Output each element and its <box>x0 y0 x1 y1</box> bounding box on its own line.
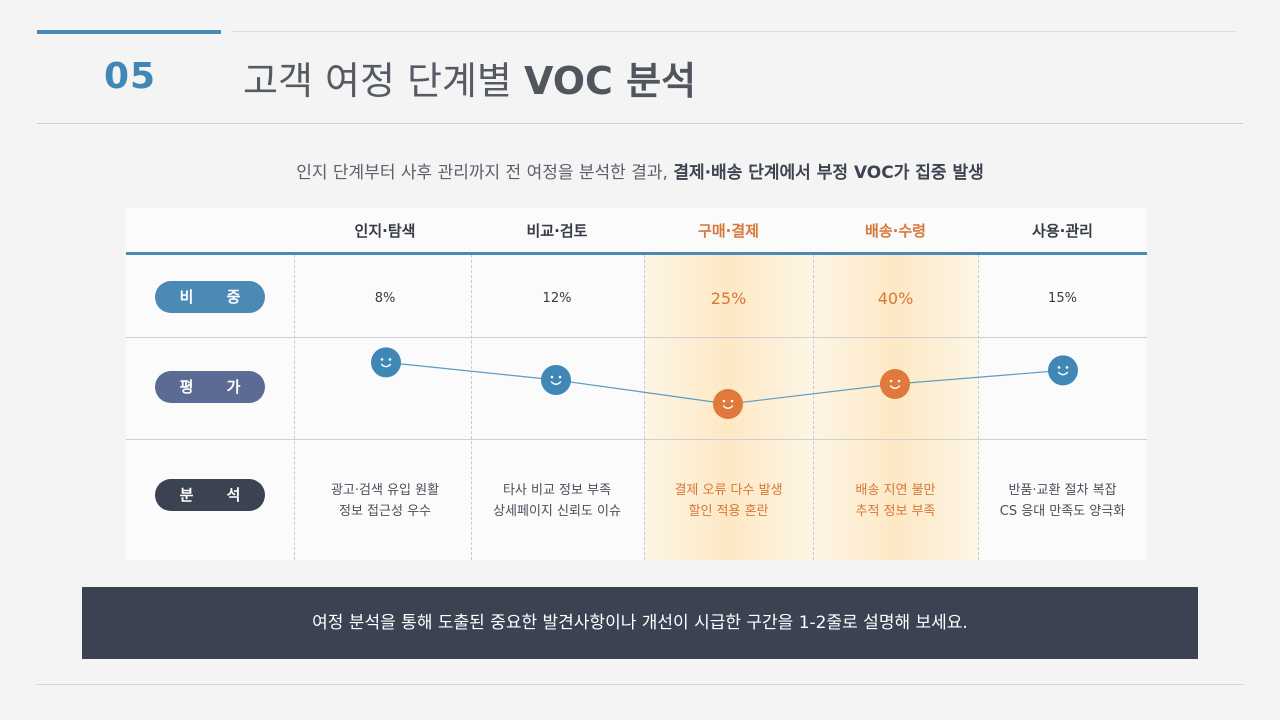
stage-header-2: 비교·검토 <box>526 222 588 240</box>
stage-header-4: 배송·수령 <box>865 222 926 240</box>
column-divider <box>644 255 645 560</box>
analysis-cell-2: 타사 비교 정보 부족 상세페이지 신뢰도 이슈 <box>471 480 643 522</box>
page-title: 고객 여정 단계별 VOC 분석 <box>243 50 696 105</box>
row-label-rating: 평 가 <box>155 371 265 403</box>
smiley-face-icon <box>1048 355 1078 386</box>
analysis-line: 배송 지연 불만 <box>855 483 936 498</box>
smiley-face-icon <box>371 347 401 378</box>
bottom-divider <box>37 684 1243 685</box>
analysis-line: 정보 접근성 우수 <box>339 504 431 519</box>
column-divider <box>813 255 814 560</box>
top-divider <box>231 31 1236 32</box>
subtitle-bold: 결제·배송 단계에서 부정 VOC가 집중 발생 <box>673 163 984 183</box>
stage-header-3: 구매·결제 <box>698 222 759 240</box>
journey-table: 인지·탐색 비교·검토 구매·결제 배송·수령 사용·관리 비 중 평 가 분 … <box>126 208 1147 560</box>
header-underline <box>126 252 1147 255</box>
smiley-face-icon <box>713 389 743 419</box>
subtitle-normal: 인지 단계부터 사후 관리까지 전 여정을 분석한 결과, <box>296 163 674 183</box>
row-divider <box>126 337 1147 338</box>
rating-trend-chart <box>371 347 1078 419</box>
smiley-face-icon <box>880 369 910 399</box>
analysis-line: 추적 정보 부족 <box>855 504 936 519</box>
stage-header-1: 인지·탐색 <box>354 222 416 240</box>
analysis-cell-3: 결제 오류 다수 발생 할인 적용 혼란 <box>644 480 813 522</box>
analysis-cell-5: 반품·교환 절차 복잡 CS 응대 만족도 양극화 <box>978 480 1147 522</box>
analysis-line: 광고·검색 유입 원활 <box>330 483 440 498</box>
title-bold: VOC 분석 <box>523 59 697 103</box>
share-value-4: 40% <box>877 289 914 308</box>
smiley-face-icon <box>541 365 571 395</box>
column-divider <box>978 255 979 560</box>
row-label-share: 비 중 <box>155 281 265 313</box>
column-divider <box>471 255 472 560</box>
row-divider <box>126 439 1147 440</box>
share-value-2: 12% <box>542 291 572 306</box>
stage-header-5: 사용·관리 <box>1032 222 1093 240</box>
share-value-1: 8% <box>374 291 396 306</box>
section-number: 05 <box>104 56 157 97</box>
analysis-line: 상세페이지 신뢰도 이슈 <box>493 504 621 519</box>
highlight-column-delivery <box>813 255 978 560</box>
analysis-line: CS 응대 만족도 양극화 <box>999 504 1126 519</box>
analysis-line: 결제 오류 다수 발생 <box>674 483 783 498</box>
row-label-analysis: 분 석 <box>155 479 265 511</box>
share-value-5: 15% <box>1048 291 1077 306</box>
top-accent-bar <box>37 30 221 34</box>
analysis-cell-4: 배송 지연 불만 추적 정보 부족 <box>813 480 978 522</box>
analysis-line: 반품·교환 절차 복잡 <box>1008 483 1117 498</box>
subtitle: 인지 단계부터 사후 관리까지 전 여정을 분석한 결과, 결제·배송 단계에서… <box>0 158 1280 183</box>
analysis-cell-1: 광고·검색 유입 원활 정보 접근성 우수 <box>294 480 476 522</box>
note-banner: 여정 분석을 통해 도출된 중요한 발견사항이나 개선이 시급한 구간을 1-2… <box>82 587 1198 659</box>
column-divider <box>294 255 295 560</box>
analysis-line: 할인 적용 혼란 <box>688 504 769 519</box>
title-normal: 고객 여정 단계별 <box>243 59 524 103</box>
analysis-line: 타사 비교 정보 부족 <box>502 483 612 498</box>
share-value-3: 25% <box>710 289 747 308</box>
title-divider <box>37 123 1243 124</box>
